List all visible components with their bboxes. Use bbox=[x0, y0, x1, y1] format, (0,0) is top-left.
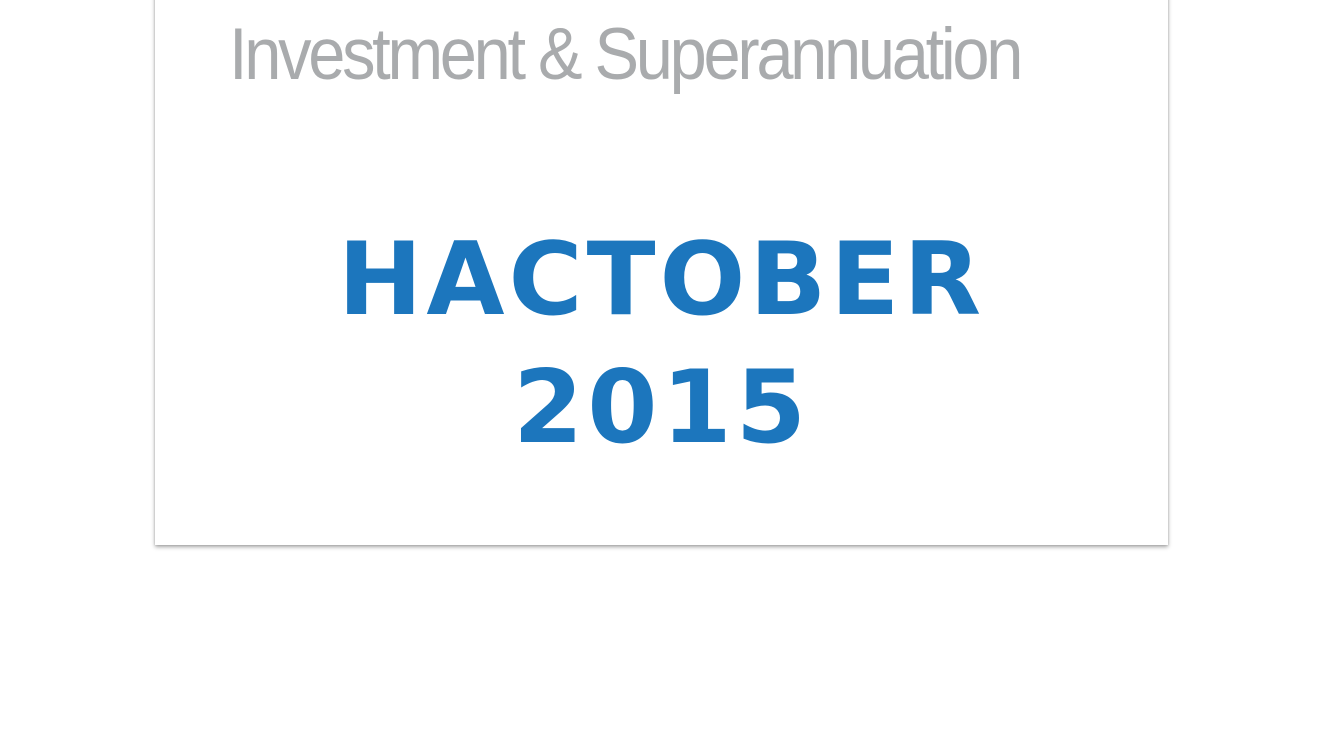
title-line-year: 2015 bbox=[512, 348, 811, 466]
company-logo: Investment & Superannuation bbox=[227, 0, 1047, 95]
logo-wordmark bbox=[227, 0, 1047, 8]
slide-card: Investment & Superannuation HACTOBER 201… bbox=[155, 0, 1168, 545]
logo-tagline: Investment & Superannuation bbox=[229, 14, 1023, 95]
slide-title: HACTOBER 2015 bbox=[155, 215, 1168, 471]
wordmark-logo-icon bbox=[227, 0, 1047, 8]
title-line-event: HACTOBER bbox=[337, 220, 986, 338]
